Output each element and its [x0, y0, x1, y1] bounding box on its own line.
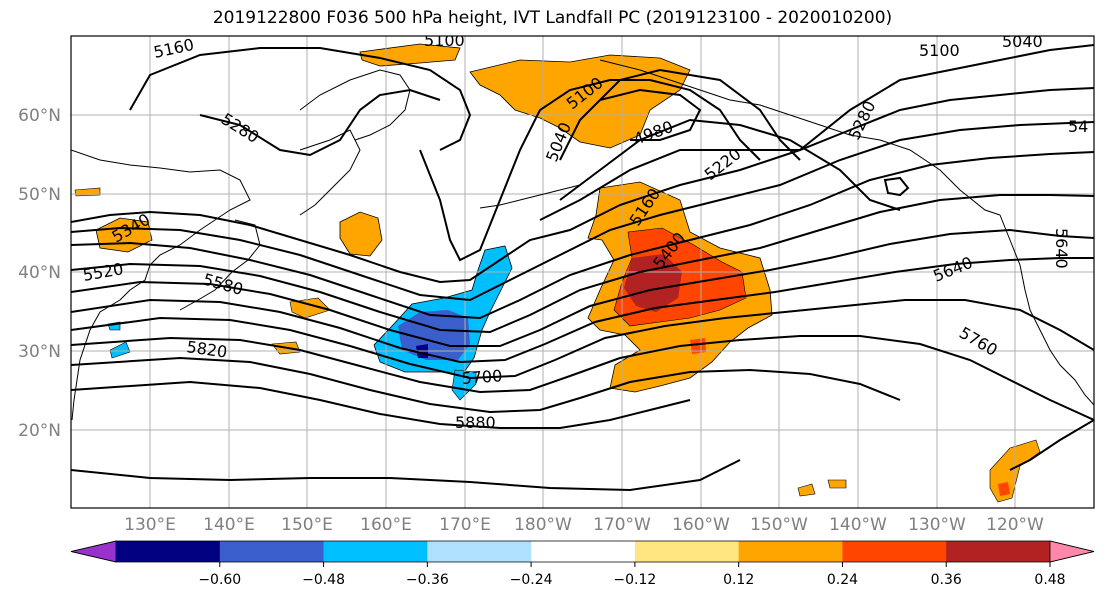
contour-5760 [71, 335, 1094, 421]
colorbar-tick-label: 0.36 [931, 572, 962, 588]
lat-label-20n: 20°N [18, 421, 61, 441]
lon-label: 170°E [439, 515, 491, 535]
colorbar-tick-label: −0.60 [198, 572, 241, 588]
coastlines [71, 59, 1094, 421]
lon-label: 160°E [360, 515, 412, 535]
strong-anomaly-southeast [998, 482, 1010, 496]
colorbar-tick-label: 0.24 [827, 572, 858, 588]
coastline-north-america [999, 214, 1094, 406]
contour-5220 [559, 118, 901, 211]
contour-5880-south [71, 459, 741, 492]
colorbar-cell [116, 541, 221, 562]
colorbar-cell [219, 541, 325, 562]
contour-5640 [71, 257, 1094, 364]
colorbar-cells [70, 540, 1095, 563]
contour-5880 [71, 380, 691, 429]
contour-5160-west [129, 47, 472, 151]
coastline-siberia [299, 69, 411, 141]
colorbar-cell [634, 541, 740, 562]
colorbar-tick-label: −0.24 [510, 572, 553, 588]
strongest-anomaly-core [624, 254, 682, 312]
longitude-labels: 130°E 140°E 150°E 160°E 170°E 180°W 170°… [124, 515, 1044, 535]
contour-5580 [71, 228, 1094, 347]
colorbar-extend-min [70, 540, 117, 563]
strong-anomaly-small [690, 338, 706, 354]
contour-5280-east [539, 44, 1094, 221]
coastline-aleutians [479, 184, 581, 209]
contour-5280-west [199, 88, 441, 157]
colorbar-cell [323, 541, 428, 562]
graticule [71, 36, 1094, 508]
contour-label: 5700 [461, 366, 503, 388]
map-title: 2019122800 F036 500 hPa height, IVT Land… [212, 8, 893, 28]
lon-label: 170°W [593, 515, 651, 535]
positive-anomaly-small-4 [797, 483, 816, 497]
lon-label: 150°E [281, 515, 333, 535]
lon-label: 140°W [829, 515, 887, 535]
colorbar-tick-label: −0.36 [406, 572, 449, 588]
contour-5700 [71, 299, 1094, 380]
map-area: 5160 5100 5280 5100 5040 4980 5220 5280 … [70, 31, 1095, 509]
lon-label: 160°W [672, 515, 730, 535]
colorbar-outline [70, 540, 1095, 563]
colorbar-cell [531, 541, 636, 562]
colorbar-tick-label: −0.12 [613, 572, 656, 588]
contour-label: 5880 [455, 413, 496, 432]
height-contours [71, 44, 1094, 492]
contour-label: 5100 [919, 41, 960, 60]
contour-trough-1 [419, 79, 761, 262]
colorbar-cell [427, 541, 532, 562]
latitude-labels: 60°N 50°N 40°N 30°N 20°N [18, 106, 61, 441]
coastline-alaska [599, 59, 1001, 216]
contour-5460 [71, 151, 1094, 320]
positive-anomaly-west-pacific [339, 211, 383, 257]
map-frame [70, 35, 1095, 509]
contour-closed-low [883, 176, 910, 197]
colorbar: −0.60 −0.48 −0.36 −0.24 −0.12 0.12 0.24 0.36 0.4… [70, 540, 1095, 588]
colorbar-cell [842, 541, 947, 562]
contour-5340 [71, 87, 1094, 284]
lon-label: 140°E [203, 515, 255, 535]
negative-anomaly-small-1 [109, 341, 131, 359]
colorbar-cell [738, 541, 843, 562]
positive-anomaly-region-north [469, 54, 691, 149]
lat-label-60n: 60°N [18, 106, 61, 126]
lat-label-50n: 50°N [18, 185, 61, 205]
coastline-japan [179, 219, 261, 311]
lon-label: 150°W [750, 515, 808, 535]
contour-label: 5100 [424, 31, 465, 50]
contour-4980 [599, 88, 702, 141]
positive-anomaly-small-5 [827, 479, 847, 489]
colorbar-tick-label: 0.48 [1034, 572, 1065, 588]
contour-east-ridge [1009, 419, 1094, 471]
contour-label: 5640 [1052, 228, 1071, 269]
lon-label: 130°W [908, 515, 966, 535]
lon-label: 130°E [124, 515, 176, 535]
contour-5520 [71, 194, 1094, 334]
positive-anomaly-top-left [359, 43, 461, 67]
coastline-kamchatka [299, 129, 361, 216]
coastline-asia [71, 149, 251, 421]
lon-label: 120°W [986, 515, 1044, 535]
lon-label: 180°W [514, 515, 572, 535]
contour-label: 54 [1068, 117, 1088, 136]
lat-label-40n: 40°N [18, 263, 61, 283]
colorbar-cell [946, 541, 1051, 562]
colorbar-extend-max [1049, 540, 1095, 563]
contour-5820 [71, 356, 901, 414]
lat-label-30n: 30°N [18, 342, 61, 362]
colorbar-tick-label: −0.48 [302, 572, 345, 588]
colorbar-tick-label: 0.12 [723, 572, 754, 588]
colorbar-ticks: −0.60 −0.48 −0.36 −0.24 −0.12 0.12 0.24 0.36 0.4… [198, 562, 1066, 588]
contour-label: 5040 [1002, 32, 1043, 51]
contour-5400 [71, 121, 1094, 302]
